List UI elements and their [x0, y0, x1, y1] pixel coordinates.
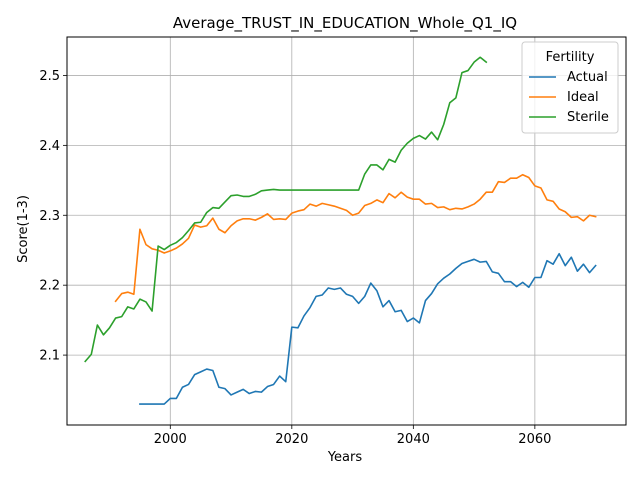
legend-label-actual: Actual — [567, 70, 608, 85]
y-tick-label: 2.5 — [39, 69, 60, 84]
plot-frame — [66, 36, 627, 426]
y-tick-label: 2.2 — [39, 279, 60, 294]
series-line-ideal — [114, 173, 597, 303]
legend: Fertility Actual Ideal Sterile — [521, 41, 619, 134]
legend-box — [521, 41, 619, 134]
x-axis-title: Years — [327, 450, 363, 465]
series-line-actual — [139, 252, 597, 405]
x-tick-label: 2000 — [154, 432, 187, 447]
legend-label-ideal: Ideal — [567, 90, 599, 105]
legend-label-sterile: Sterile — [567, 110, 609, 125]
y-tick-label: 2.1 — [39, 349, 60, 364]
chart-title: Average_TRUST_IN_EDUCATION_Whole_Q1_IQ — [173, 14, 517, 33]
x-tick-label: 2040 — [397, 432, 430, 447]
y-tick-label: 2.4 — [39, 139, 60, 154]
y-tick-label: 2.3 — [39, 209, 60, 224]
x-tick-label: 2060 — [518, 432, 551, 447]
y-axis-title: Score(1-3) — [16, 195, 31, 263]
axis-ticks: 2000 2020 2040 2060 2.1 2.2 2.3 2.4 2.5 — [39, 69, 551, 447]
series-line-sterile — [84, 56, 488, 363]
series-lines — [84, 56, 597, 405]
legend-title: Fertility — [546, 50, 595, 65]
x-tick-label: 2020 — [275, 432, 308, 447]
